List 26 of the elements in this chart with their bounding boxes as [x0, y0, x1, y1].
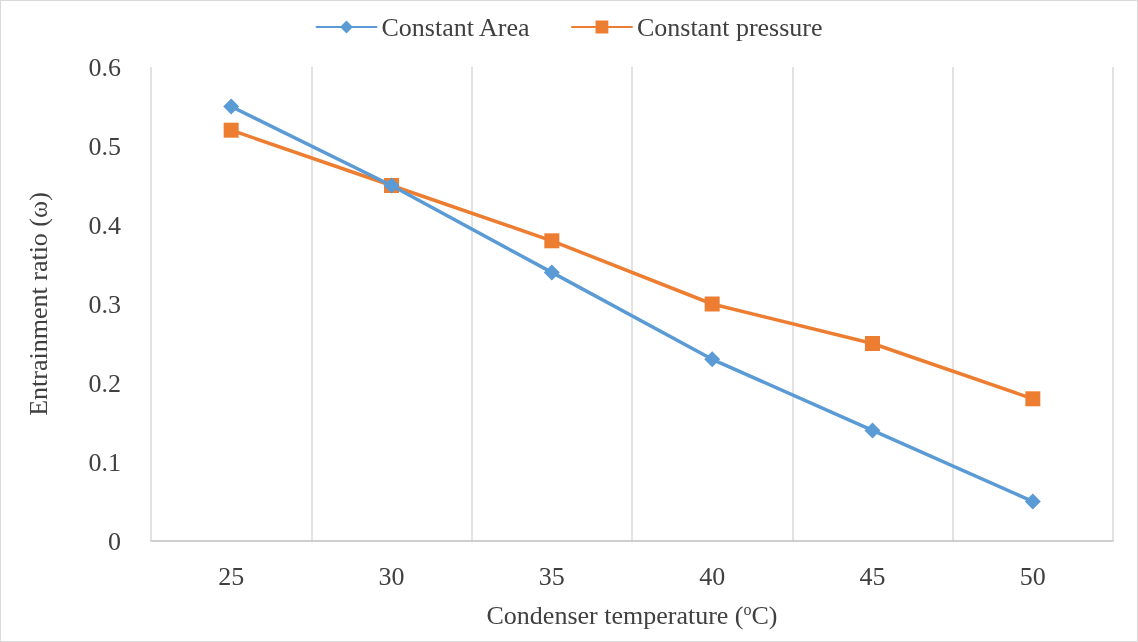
point — [1024, 493, 1041, 510]
y-tick-label: 0.6 — [88, 52, 121, 82]
y-tick-label: 0.2 — [88, 368, 121, 398]
y-tick-label: 0 — [108, 526, 121, 556]
y-axis-title: Entrainment ratio (ω) — [23, 192, 53, 416]
x-tick-label: 50 — [1019, 561, 1046, 591]
y-tick-label: 0.3 — [88, 289, 121, 319]
legend-label: Constant Area — [381, 12, 530, 42]
point — [544, 233, 560, 249]
x-tick-label: 30 — [378, 561, 405, 591]
x-tick-label: 40 — [699, 561, 726, 591]
point — [223, 98, 240, 115]
x-tick-label: 45 — [859, 561, 886, 591]
point — [223, 122, 239, 138]
y-tick-label: 0.5 — [88, 131, 121, 161]
point — [1025, 391, 1041, 407]
legend-label: Constant pressure — [636, 12, 823, 42]
point — [864, 422, 881, 439]
x-tick-label: 25 — [218, 561, 245, 591]
point — [543, 264, 560, 281]
point — [704, 351, 721, 368]
x-tick-label: 35 — [538, 561, 565, 591]
point — [865, 336, 880, 351]
point — [704, 296, 720, 312]
y-tick-label: 0.4 — [88, 210, 121, 240]
y-tick-label: 0.1 — [88, 447, 121, 477]
